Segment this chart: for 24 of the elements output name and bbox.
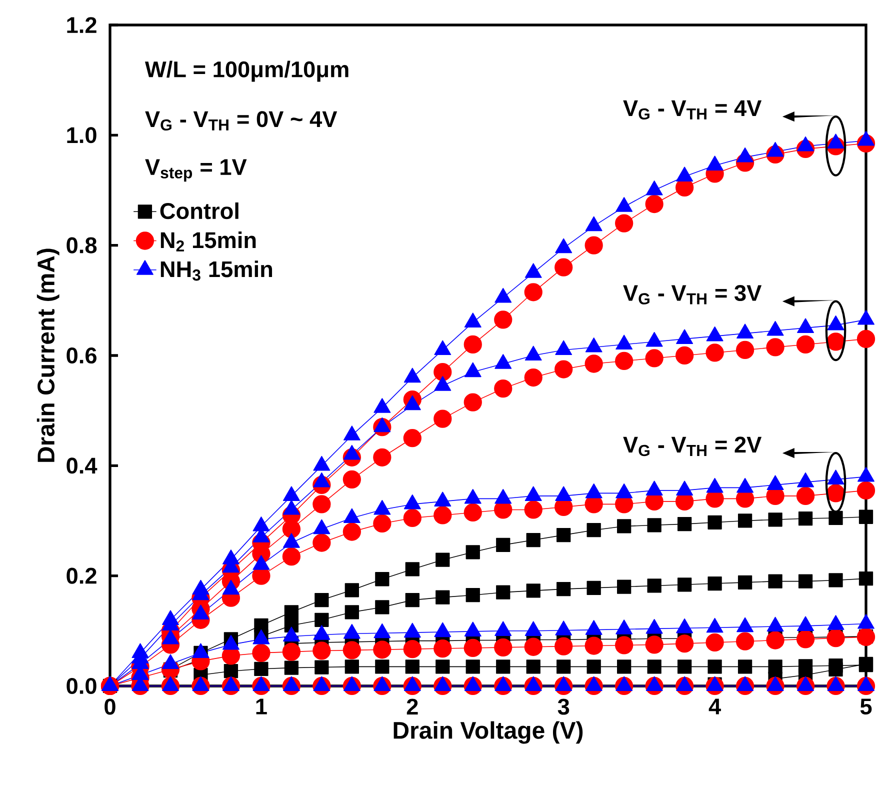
y-tick-label: 0.8: [66, 237, 97, 254]
legend-label: NH$_{3}$ 15min: [160, 260, 272, 281]
x-tick-label: 2: [406, 698, 418, 715]
x-tick-label: 4: [708, 698, 721, 714]
y-tick-label: 1.2: [67, 17, 96, 33]
y-axis-title: Drain Current (mA): [36, 248, 60, 462]
legend-label: N$_{2}$ 15min: [160, 232, 256, 252]
x-tick-label: 0: [104, 698, 116, 715]
annotation: V$_{G}$ - V$_{TH}$ = 0V ~ 4V: [145, 111, 338, 131]
y-tick-label: 0.0: [66, 678, 96, 694]
annotation: V$_{G}$ - V$_{TH}$ = 3V: [623, 284, 762, 304]
x-tick-label: 5: [860, 698, 872, 715]
x-tick-label: 1: [256, 698, 267, 714]
annotation: V$_{step}$ = 1V: [145, 159, 247, 182]
y-tick-label: 1.0: [67, 127, 96, 144]
annotation: V$_{G}$ - V$_{TH}$ = 2V: [623, 436, 762, 456]
annotation: V$_{G}$ - V$_{TH}$ = 4V: [623, 100, 762, 120]
y-tick-label: 0.4: [66, 458, 98, 474]
annotation: W/L = 100μm/10μm: [144, 60, 348, 82]
y-tick-label: 0.2: [66, 568, 96, 584]
x-axis-title: Drain Voltage (V): [394, 721, 583, 744]
x-tick-label: 3: [558, 698, 570, 715]
y-tick-label: 0.6: [66, 347, 96, 364]
legend-label: Control: [160, 202, 238, 220]
